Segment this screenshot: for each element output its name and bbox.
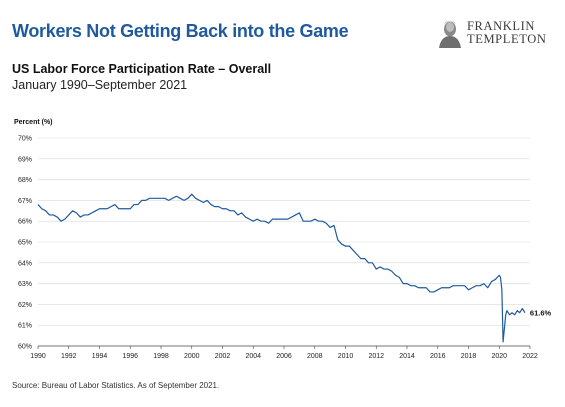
x-tick-label: 1994 <box>92 353 108 360</box>
x-axis-ticks: 1990 1992 1994 1996 1998 2000 2002 2004 2006 2008… <box>30 346 538 360</box>
y-tick-label: 68% <box>18 177 32 184</box>
chart-area: Percent (%) 60%61%62%63%64%65%66%67%68%6… <box>14 119 552 360</box>
x-tick-label: 1998 <box>153 353 169 360</box>
x-tick-label: 1990 <box>30 353 46 360</box>
x-tick-label: 1996 <box>122 353 138 360</box>
y-tick-label: 69% <box>18 156 32 163</box>
y-tick-label: 61% <box>18 323 32 330</box>
source-note: Source: Bureau of Labor Statistics. As o… <box>12 381 220 390</box>
y-axis-ticks: 60% 61% 62% 63% 64% 65% 66% 67% 68% 69% 70% <box>18 136 32 351</box>
x-tick-label: 2022 <box>522 353 538 360</box>
end-value-label: 61.6% <box>530 309 552 318</box>
y-tick-label: 70% <box>18 136 32 143</box>
logo-wordmark-line1: FRANKLIN <box>467 19 535 33</box>
participation-rate-line <box>37 193 526 343</box>
x-tick-label: 2010 <box>338 353 354 360</box>
x-tick-label: 2000 <box>184 353 200 360</box>
chart-subtitle: January 1990–September 2021 <box>12 78 188 92</box>
y-tick-label: 63% <box>18 281 32 288</box>
logo-wordmark-line2: TEMPLETON <box>467 32 547 46</box>
grid-lines <box>38 137 530 347</box>
x-tick-label: 1992 <box>61 353 77 360</box>
y-tick-label: 65% <box>18 240 32 247</box>
x-tick-label: 2014 <box>399 353 415 360</box>
x-tick-label: 2012 <box>368 353 384 360</box>
y-tick-label: 66% <box>18 219 32 226</box>
y-tick-label: 62% <box>18 302 32 309</box>
franklin-portrait-icon <box>439 21 461 48</box>
page-title: Workers Not Getting Back into the Game <box>12 21 349 41</box>
x-tick-label: 2006 <box>276 353 292 360</box>
y-tick-label: 60% <box>18 344 32 351</box>
x-tick-label: 2008 <box>307 353 323 360</box>
x-tick-label: 2018 <box>461 353 477 360</box>
x-tick-label: 2004 <box>245 353 261 360</box>
x-tick-label: 2020 <box>491 353 507 360</box>
franklin-templeton-logo: FRANKLIN TEMPLETON <box>437 18 557 48</box>
chart-title: US Labor Force Participation Rate – Over… <box>12 62 272 76</box>
y-tick-label: 67% <box>18 198 32 205</box>
y-tick-label: 64% <box>18 260 32 267</box>
x-tick-label: 2016 <box>430 353 446 360</box>
y-axis-label: Percent (%) <box>14 119 53 126</box>
x-tick-label: 2002 <box>215 353 231 360</box>
